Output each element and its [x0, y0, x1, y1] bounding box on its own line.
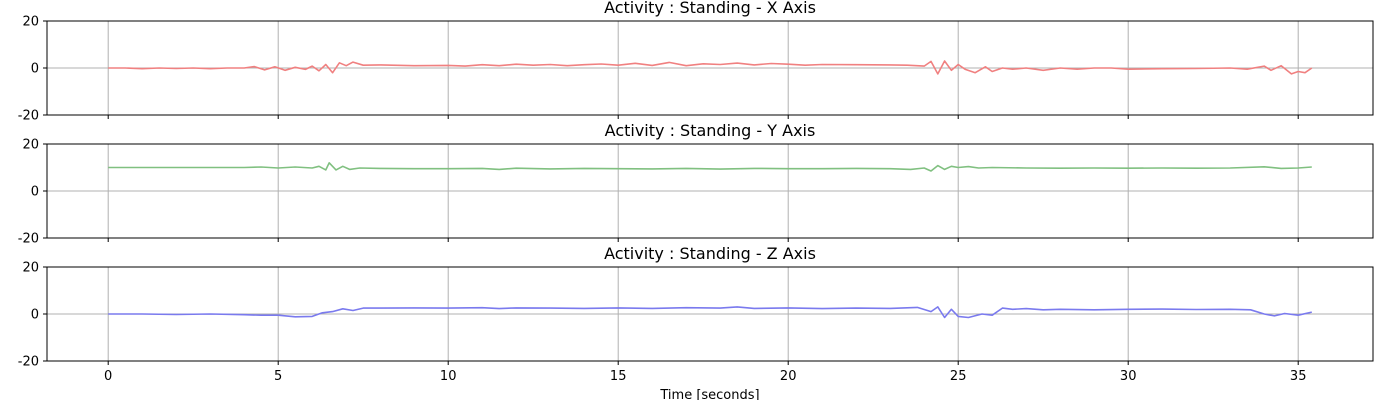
x-tick-label: 10 [440, 369, 457, 384]
x-axis-label: Time [seconds] [659, 388, 759, 400]
y-tick-label: -20 [18, 355, 39, 370]
y-tick-label: 20 [22, 261, 39, 276]
x-tick-label: 15 [610, 369, 627, 384]
y-tick-label: -20 [18, 109, 39, 124]
y-tick-label: -20 [18, 232, 39, 247]
x-tick-label: 0 [104, 369, 112, 384]
subplot-title: Activity : Standing - Y Axis [605, 121, 816, 140]
subplot-title: Activity : Standing - X Axis [604, 0, 816, 17]
series-line-1 [108, 162, 1312, 172]
x-tick-label: 20 [780, 369, 797, 384]
x-tick-label: 30 [1120, 369, 1137, 384]
y-tick-label: 0 [31, 308, 39, 323]
x-tick-label: 35 [1290, 369, 1307, 384]
y-tick-label: 20 [22, 138, 39, 153]
x-tick-label: 25 [950, 369, 967, 384]
subplot-3: -20 0 20 0 5 10 15 20 25 30 35 Activity : Standing … [18, 244, 1374, 400]
series-line-1 [108, 306, 1312, 319]
subplot-2: -20 0 20 Activity : Standing - Y Axis [18, 121, 1374, 247]
series-line-1 [108, 60, 1313, 75]
y-tick-label: 0 [31, 62, 39, 77]
subplot-title: Activity : Standing - Z Axis [604, 244, 816, 263]
y-tick-label: 20 [22, 15, 39, 30]
y-tick-label: 0 [31, 185, 39, 200]
subplot-1: -20 0 20 Activity : Standing - X Axis [18, 0, 1374, 124]
x-tick-label: 5 [274, 369, 282, 384]
